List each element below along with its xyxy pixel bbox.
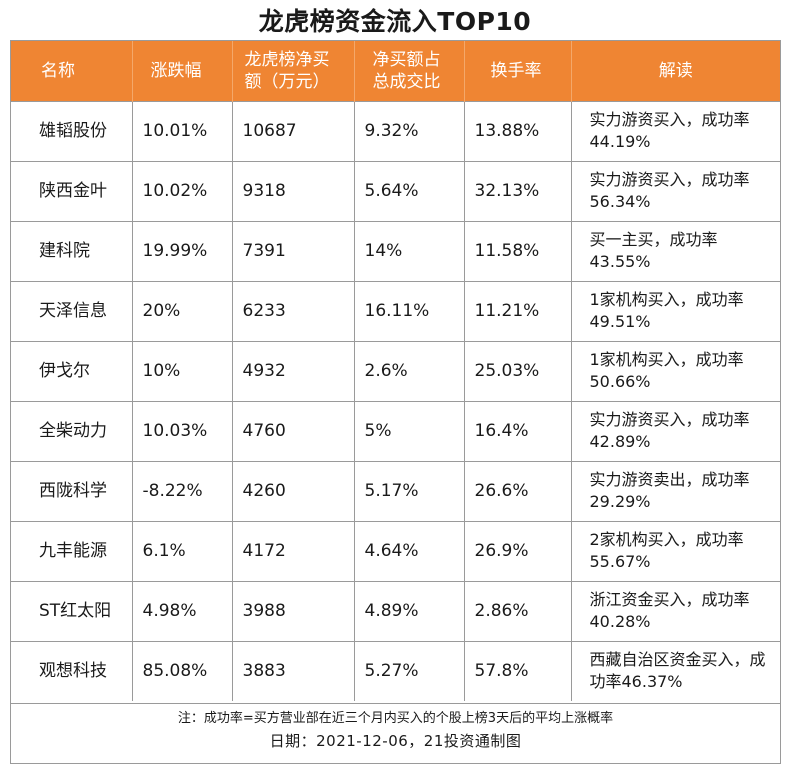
change-pct-cell: 19.99% (132, 220, 233, 281)
interpretation-cell: 实力游资买入，成功率44.19% (571, 100, 780, 161)
interpretation-cell: 西藏自治区资金买入，成功率46.37% (571, 640, 780, 701)
net-buy-amount-cell: 4760 (232, 400, 355, 461)
net-buy-amount-cell: 6233 (232, 280, 355, 341)
turnover-rate-cell: 25.03% (464, 340, 572, 401)
net-buy-amount-cell: 4932 (232, 340, 355, 401)
stock-name-cell: 九丰能源 (11, 520, 133, 581)
net-buy-ratio-cell: 5% (354, 400, 465, 461)
change-pct-cell: 10.01% (132, 100, 233, 161)
table-header-row: 名称 涨跌幅 龙虎榜净买 额（万元） 净买额占 总成交比 换手率 解读 (11, 41, 780, 101)
stock-name-cell: 陕西金叶 (11, 160, 133, 221)
net-buy-amount-cell: 3988 (232, 580, 355, 641)
net-buy-amount-cell: 10687 (232, 100, 355, 161)
stock-name-cell: ST红太阳 (11, 580, 133, 641)
stock-name-cell: 雄韬股份 (11, 100, 133, 161)
net-buy-ratio-cell: 5.17% (354, 460, 465, 521)
stock-name-cell: 全柴动力 (11, 400, 133, 461)
table-row: 九丰能源 6.1% 4172 4.64% 26.9% 2家机构买入，成功率55.67% (11, 520, 780, 581)
change-pct-cell: -8.22% (132, 460, 233, 521)
interpretation-cell: 1家机构买入，成功率49.51% (571, 280, 780, 341)
net-buy-amount-cell: 3883 (232, 640, 355, 701)
turnover-rate-cell: 16.4% (464, 400, 572, 461)
net-buy-amount-cell: 4172 (232, 520, 355, 581)
header-net-buy: 龙虎榜净买 额（万元） (232, 41, 355, 101)
net-buy-amount-cell: 4260 (232, 460, 355, 521)
interpretation-cell: 实力游资买入，成功率42.89% (571, 400, 780, 461)
change-pct-cell: 10.03% (132, 400, 233, 461)
data-table: 名称 涨跌幅 龙虎榜净买 额（万元） 净买额占 总成交比 换手率 解读 (11, 41, 780, 701)
turnover-rate-cell: 26.6% (464, 460, 572, 521)
net-buy-amount-cell: 7391 (232, 220, 355, 281)
change-pct-cell: 10% (132, 340, 233, 401)
net-buy-ratio-cell: 14% (354, 220, 465, 281)
stock-name-cell: 观想科技 (11, 640, 133, 701)
change-pct-cell: 10.02% (132, 160, 233, 221)
source-date: 日期：2021-12-06，21投资通制图 (269, 732, 522, 750)
header-turnover: 换手率 (464, 41, 572, 101)
interpretation-cell: 2家机构买入，成功率55.67% (571, 520, 780, 581)
interpretation-cell: 浙江资金买入，成功率40.28% (571, 580, 780, 641)
stock-name-cell: 西陇科学 (11, 460, 133, 521)
interpretation-cell: 实力游资卖出，成功率29.29% (571, 460, 780, 521)
header-net-buy-ratio: 净买额占 总成交比 (354, 41, 465, 101)
table-row: 伊戈尔 10% 4932 2.6% 25.03% 1家机构买入，成功率50.66% (11, 340, 780, 401)
turnover-rate-cell: 2.86% (464, 580, 572, 641)
turnover-rate-cell: 13.88% (464, 100, 572, 161)
header-name: 名称 (11, 41, 133, 101)
interpretation-cell: 1家机构买入，成功率50.66% (571, 340, 780, 401)
header-change: 涨跌幅 (132, 41, 233, 101)
net-buy-ratio-cell: 5.64% (354, 160, 465, 221)
turnover-rate-cell: 11.21% (464, 280, 572, 341)
table-row: 西陇科学 -8.22% 4260 5.17% 26.6% 实力游资卖出，成功率29.29% (11, 460, 780, 521)
table-body: 雄韬股份 10.01% 10687 9.32% 13.88% 实力游资买入，成功率44.1… (11, 100, 780, 701)
interpretation-cell: 买一主买，成功率43.55% (571, 220, 780, 281)
header-interpretation: 解读 (658, 60, 693, 81)
change-pct-cell: 20% (132, 280, 233, 341)
change-pct-cell: 4.98% (132, 580, 233, 641)
table-row: 雄韬股份 10.01% 10687 9.32% 13.88% 实力游资买入，成功率44.1… (11, 100, 780, 161)
turnover-rate-cell: 57.8% (464, 640, 572, 701)
net-buy-ratio-cell: 4.64% (354, 520, 465, 581)
table-row: ST红太阳 4.98% 3988 4.89% 2.86% 浙江资金买入，成功率40.28% (11, 580, 780, 641)
stock-name-cell: 天泽信息 (11, 280, 133, 341)
fund-inflow-table: 名称 涨跌幅 龙虎榜净买 额（万元） 净买额占 总成交比 换手率 解读 (10, 40, 781, 704)
net-buy-ratio-cell: 4.89% (354, 580, 465, 641)
stock-name-cell: 伊戈尔 (11, 340, 133, 401)
turnover-rate-cell: 26.9% (464, 520, 572, 581)
net-buy-ratio-cell: 9.32% (354, 100, 465, 161)
change-pct-cell: 6.1% (132, 520, 233, 581)
note-section: 注：成功率=买方营业部在近三个月内买入的个股上榜3天后的平均上涨概率 日期：20… (10, 704, 781, 764)
footnote: 注：成功率=买方营业部在近三个月内买入的个股上榜3天后的平均上涨概率 (177, 711, 614, 726)
net-buy-ratio-cell: 2.6% (354, 340, 465, 401)
table-row: 建科院 19.99% 7391 14% 11.58% 买一主买，成功率43.55% (11, 220, 780, 281)
table-row: 天泽信息 20% 6233 16.11% 11.21% 1家机构买入，成功率49.51% (11, 280, 780, 341)
net-buy-amount-cell: 9318 (232, 160, 355, 221)
table-row: 观想科技 85.08% 3883 5.27% 57.8% 西藏自治区资金买入，成功率46.… (11, 640, 780, 701)
page-title: 龙虎榜资金流入TOP10 (258, 7, 532, 36)
table-row: 全柴动力 10.03% 4760 5% 16.4% 实力游资买入，成功率42.89% (11, 400, 780, 461)
table-row: 陕西金叶 10.02% 9318 5.64% 32.13% 实力游资买入，成功率56.34… (11, 160, 780, 221)
net-buy-ratio-cell: 16.11% (354, 280, 465, 341)
stock-name-cell: 建科院 (11, 220, 133, 281)
change-pct-cell: 85.08% (132, 640, 233, 701)
interpretation-cell: 实力游资买入，成功率56.34% (571, 160, 780, 221)
turnover-rate-cell: 32.13% (464, 160, 572, 221)
net-buy-ratio-cell: 5.27% (354, 640, 465, 701)
turnover-rate-cell: 11.58% (464, 220, 572, 281)
